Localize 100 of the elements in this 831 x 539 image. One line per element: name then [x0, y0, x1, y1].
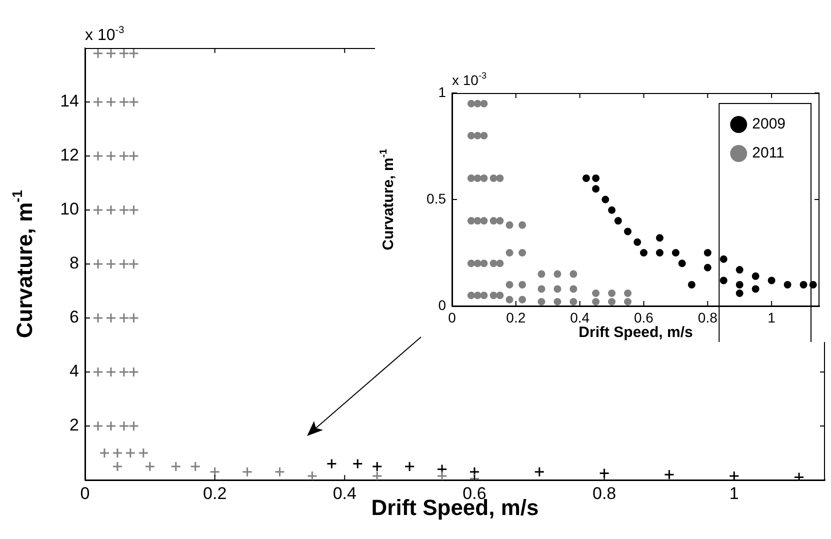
x-tick-label: 1 — [768, 309, 776, 326]
y-tick-label: 10 — [60, 200, 79, 219]
y-tick-label: 1 — [438, 84, 446, 100]
point — [496, 217, 504, 225]
point — [372, 461, 382, 472]
x-tick-label: 0.6 — [634, 309, 654, 326]
legend-label: 2011 — [752, 144, 784, 162]
point — [490, 260, 498, 268]
point — [352, 458, 363, 470]
point — [92, 150, 104, 162]
point — [480, 292, 488, 300]
point — [554, 270, 562, 278]
point — [210, 466, 220, 478]
point — [480, 217, 488, 225]
point — [496, 174, 504, 182]
y-tick-label: 4 — [70, 362, 79, 381]
point — [106, 258, 116, 270]
point — [624, 228, 632, 236]
point — [624, 298, 632, 306]
y-axis-title: Curvature, m-1 — [378, 148, 397, 250]
point — [656, 249, 664, 256]
point — [274, 466, 285, 478]
point — [99, 448, 110, 458]
y-tick-label: 14 — [60, 92, 79, 111]
point — [800, 280, 808, 288]
point — [608, 289, 616, 297]
y-tick-label: 12 — [60, 146, 79, 165]
point — [128, 420, 139, 432]
legend-label: 2009 — [752, 116, 786, 133]
point — [688, 280, 696, 288]
point — [480, 132, 488, 140]
point — [640, 249, 648, 256]
point — [538, 285, 546, 293]
point — [106, 420, 116, 432]
point — [118, 366, 130, 378]
point — [534, 466, 545, 478]
x-tick-label: 0.8 — [592, 484, 616, 503]
point — [128, 258, 139, 270]
point — [496, 292, 504, 300]
point — [752, 272, 760, 280]
point — [118, 204, 130, 216]
point — [592, 289, 600, 297]
point — [490, 292, 498, 300]
point — [784, 280, 792, 288]
point — [92, 420, 104, 432]
point — [752, 285, 760, 293]
point — [474, 260, 482, 268]
point — [518, 280, 526, 288]
y-tick-label: 0.5 — [426, 190, 446, 206]
point — [467, 260, 475, 268]
point — [106, 312, 116, 324]
point — [634, 238, 642, 246]
point — [125, 448, 136, 458]
point — [480, 174, 488, 182]
point — [112, 461, 123, 472]
point — [436, 464, 448, 474]
point — [582, 174, 590, 182]
point — [624, 289, 632, 297]
point — [118, 150, 130, 162]
x-tick-label: 1 — [729, 484, 739, 503]
point — [608, 206, 616, 214]
point — [794, 472, 804, 480]
point — [306, 470, 318, 480]
point — [480, 260, 488, 268]
point — [704, 249, 712, 256]
point — [570, 270, 578, 278]
point — [506, 296, 514, 304]
point — [592, 298, 600, 306]
point — [736, 289, 744, 297]
point — [554, 298, 562, 306]
point — [144, 461, 156, 472]
point — [118, 258, 130, 270]
point — [128, 204, 139, 216]
y-tick-label: 0 — [438, 296, 446, 313]
point — [570, 285, 578, 293]
point — [496, 260, 504, 268]
point — [128, 48, 139, 59]
point — [592, 174, 600, 182]
x-tick-label: 0 — [448, 309, 456, 326]
point — [92, 366, 104, 378]
point — [768, 276, 776, 284]
point — [490, 217, 498, 225]
point — [128, 150, 139, 162]
point — [614, 217, 622, 225]
point — [372, 470, 382, 480]
point — [570, 298, 578, 306]
point — [506, 221, 514, 229]
point — [467, 217, 475, 225]
point — [736, 266, 744, 274]
point — [112, 448, 123, 458]
point — [678, 260, 686, 268]
point — [474, 217, 482, 225]
point — [554, 285, 562, 293]
point — [138, 448, 149, 458]
point — [467, 174, 475, 182]
point — [518, 249, 526, 256]
point — [128, 312, 139, 324]
point — [474, 292, 482, 300]
point — [92, 96, 104, 108]
point — [518, 221, 526, 229]
